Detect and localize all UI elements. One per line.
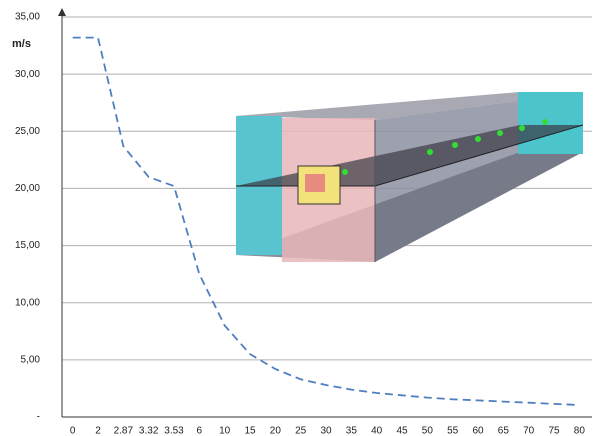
x-tick-label: 60: [472, 426, 484, 436]
x-tick-label: 65: [498, 426, 510, 436]
x-tick-label: 75: [548, 426, 560, 436]
y-tick-label: 35,00: [15, 12, 40, 23]
model-probe-core: [305, 174, 325, 192]
y-tick-label: 15,00: [15, 240, 40, 251]
y-tick-label: -: [37, 412, 40, 423]
x-tick-label: 2.87: [114, 426, 134, 436]
x-tick-label: 30: [320, 426, 332, 436]
y-tick-label: 20,00: [15, 183, 40, 194]
x-tick-label: 3.53: [164, 426, 184, 436]
x-tick-label: 6: [197, 426, 203, 436]
model-outlet-mesh: [518, 92, 583, 154]
x-tick-label: 10: [219, 426, 231, 436]
x-tick-label: 20: [270, 426, 282, 436]
x-tick-label: 2: [95, 426, 101, 436]
x-tick-label: 35: [346, 426, 358, 436]
x-tick-label: 55: [447, 426, 459, 436]
x-tick-label: 3.32: [139, 426, 159, 436]
y-tick-label: 5,00: [21, 354, 41, 365]
x-tick-label: 15: [244, 426, 256, 436]
chart: m/s - 5,00 10,00 15,00 20,00 25,00 30,00 35,00 0…: [0, 0, 593, 436]
y-tick-label: 30,00: [15, 69, 40, 80]
x-tick-label: 0: [70, 426, 76, 436]
y-axis-label: m/s: [12, 38, 31, 50]
x-tick-label: 80: [574, 426, 586, 436]
x-tick-label: 50: [422, 426, 434, 436]
y-axis-arrow: [58, 8, 66, 16]
duct-model-image: [236, 92, 583, 262]
y-tick-label: 10,00: [15, 297, 40, 308]
x-tick-label: 40: [371, 426, 383, 436]
x-tick-label: 25: [295, 426, 307, 436]
x-tick-label: 45: [396, 426, 408, 436]
x-tick-label: 70: [523, 426, 535, 436]
y-tick-label: 25,00: [15, 126, 40, 137]
